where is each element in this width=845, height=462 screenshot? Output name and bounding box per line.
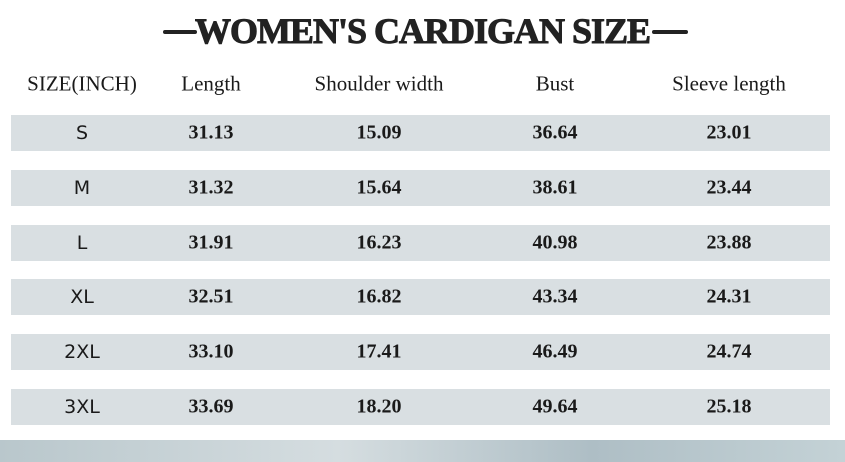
measurement: 18.20 — [356, 395, 402, 418]
column-header: SIZE(INCH) — [27, 71, 137, 96]
size-label: L — [76, 231, 88, 254]
row-band — [11, 169, 830, 206]
column-header: Shoulder width — [314, 71, 444, 96]
measurement: 31.32 — [188, 176, 234, 199]
size-label: M — [73, 176, 91, 199]
measurement: 15.64 — [356, 176, 402, 199]
measurement: 43.34 — [532, 285, 578, 308]
title-dash — [652, 30, 688, 34]
row-band — [11, 389, 830, 425]
background-strip — [0, 440, 845, 462]
measurement: 33.69 — [188, 395, 234, 418]
row-band — [11, 334, 830, 371]
column-header: Sleeve length — [672, 71, 786, 96]
size-label: 2XL — [64, 341, 100, 364]
size-label: 3XL — [64, 396, 100, 418]
row-band — [11, 279, 830, 316]
size-label: S — [75, 122, 89, 144]
size-label: XL — [70, 286, 94, 309]
measurement: 23.88 — [706, 231, 752, 254]
measurement: 25.18 — [706, 395, 752, 418]
measurement: 24.74 — [706, 340, 752, 363]
title: WOMEN'S CARDIGAN SIZE — [194, 11, 651, 52]
measurement: 24.31 — [706, 285, 752, 308]
measurement: 46.49 — [532, 340, 578, 363]
measurement: 23.01 — [706, 121, 752, 144]
row-band — [11, 224, 830, 261]
measurement: 16.23 — [356, 231, 402, 254]
measurement: 23.44 — [706, 176, 752, 199]
measurement: 17.41 — [356, 340, 402, 363]
measurement: 49.64 — [532, 395, 578, 418]
measurement: 31.91 — [188, 231, 234, 254]
measurement: 38.61 — [532, 176, 578, 199]
measurement: 40.98 — [532, 231, 578, 254]
measurement: 15.09 — [356, 121, 402, 144]
measurement: 33.10 — [188, 340, 234, 363]
measurement: 36.64 — [532, 121, 578, 144]
title-dash — [163, 30, 197, 34]
measurement: 31.13 — [188, 121, 234, 144]
column-header: Length — [181, 71, 241, 96]
measurement: 32.51 — [188, 285, 234, 308]
column-header: Bust — [535, 71, 575, 96]
row-band — [11, 115, 830, 151]
measurement: 16.82 — [356, 285, 402, 308]
